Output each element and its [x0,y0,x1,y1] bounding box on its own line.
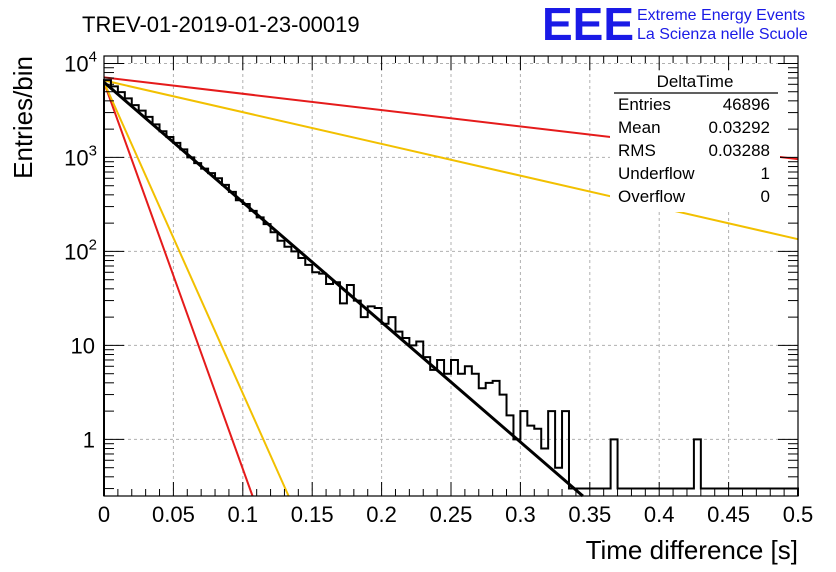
x-tick-label: 0.1 [228,502,259,527]
stats-mean-value: 0.03292 [709,118,770,137]
x-tick-label: 0.45 [707,502,750,527]
x-tick-label: 0.2 [366,502,397,527]
x-axis-title: Time difference [s] [586,535,798,565]
x-tick-labels: 0 0.05 0.1 0.15 0.2 0.25 0.3 0.35 0.4 0.45 0.5 [98,502,813,527]
x-tick-label: 0 [98,502,110,527]
stats-rms-value: 0.03288 [709,141,770,160]
x-tick-label: 0.4 [644,502,675,527]
black-fit [103,81,584,498]
fit-curves [103,76,799,497]
histogram-title: TREV-01-2019-01-23-00019 [82,12,360,37]
stats-entries-label: Entries [618,95,671,114]
stats-overflow-value: 0 [761,187,770,206]
x-tick-label: 0.15 [291,502,334,527]
x-tick-label: 0.35 [568,502,611,527]
y-tick-label: 103 [64,142,97,170]
stats-box: DeltaTime Entries 46896 Mean 0.03292 RMS… [610,72,780,212]
y-axis-title: Entries/bin [8,56,38,179]
y-tick-label: 104 [64,48,97,76]
stats-underflow-value: 1 [761,164,770,183]
y-tick-labels: 1 10 102 103 104 [64,48,97,452]
red-fast-fit [103,81,254,497]
stats-mean-label: Mean [618,118,661,137]
x-tick-label: 0.05 [152,502,195,527]
stats-underflow-label: Underflow [618,164,695,183]
logo-line-2: La Scienza nelle Scuole [637,26,808,43]
y-tick-label: 102 [64,236,97,264]
x-tick-label: 0.3 [505,502,536,527]
axis-ticks [103,56,799,496]
stats-overflow-label: Overflow [618,187,686,206]
stats-title: DeltaTime [657,72,734,91]
orange-fast-fit [103,81,290,497]
logo-line-1: Extreme Energy Events [637,7,805,24]
stats-rms-label: RMS [618,141,656,160]
orange-slow-fit [103,79,799,241]
x-tick-label: 0.5 [783,502,814,527]
stats-entries-value: 46896 [723,95,770,114]
x-tick-label: 0.25 [430,502,473,527]
y-tick-label: 1 [83,427,95,452]
eee-logo-mark: EEE [542,0,634,50]
stats-box-background [610,72,780,212]
y-tick-label: 10 [71,333,95,358]
